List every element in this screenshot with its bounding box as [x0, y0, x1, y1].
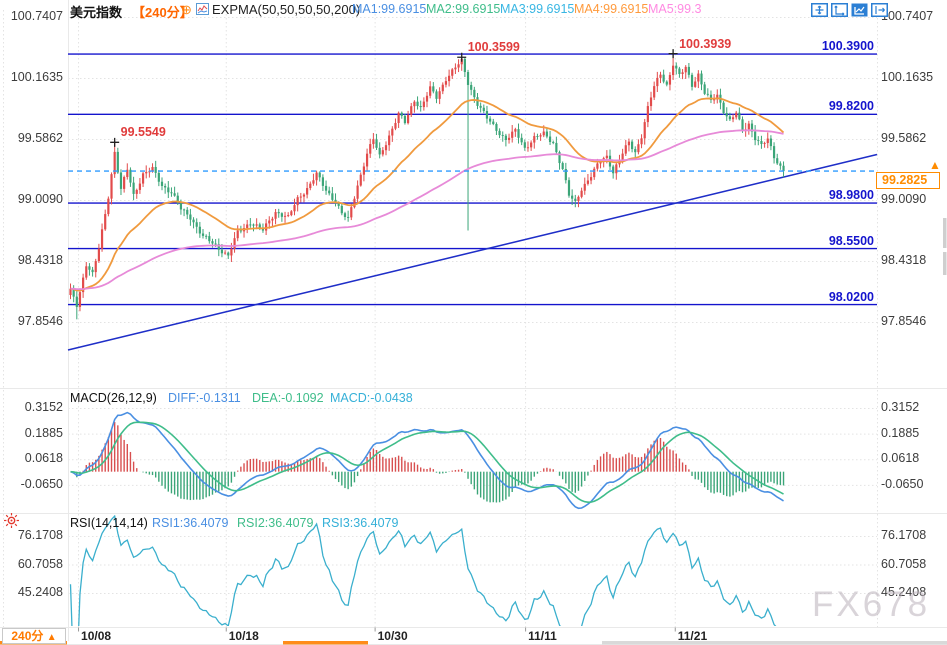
- ma3-value: MA3:99.6915: [500, 2, 575, 16]
- hot-indicator-icon[interactable]: [3, 512, 20, 529]
- interval-arrow-icon: ▲: [46, 632, 57, 643]
- macd-dea-value: DEA:-0.1092: [252, 391, 324, 405]
- ma1-value: MA1:99.6915: [352, 2, 427, 16]
- rsi1-value: RSI1:36.4079: [152, 516, 229, 530]
- rsi2-value: RSI2:36.4079: [237, 516, 314, 530]
- macd-title: MACD(26,12,9): [70, 391, 157, 405]
- interval-button[interactable]: 240分 ▲: [2, 628, 66, 644]
- fit-axes-icon[interactable]: [831, 3, 848, 17]
- ma5-value: MA5:99.3: [648, 2, 702, 16]
- ma2-value: MA2:99.6915: [426, 2, 501, 16]
- interval-button-label: 240分: [11, 629, 44, 643]
- ma4-value: MA4:99.6915: [574, 2, 649, 16]
- pan-right-icon[interactable]: [871, 3, 888, 17]
- macd-hist-value: MACD:-0.0438: [330, 391, 413, 405]
- add-indicator-icon[interactable]: ⊕: [181, 2, 192, 17]
- current-price-label: 99.2825: [876, 172, 940, 189]
- rsi3-value: RSI3:36.4079: [322, 516, 399, 530]
- watermark: FX678: [812, 585, 931, 624]
- expma-label: EXPMA(50,50,50,50,200): [212, 2, 361, 17]
- chart-mode-active-icon[interactable]: [851, 3, 868, 17]
- symbol-title: 美元指数: [70, 5, 123, 20]
- macd-diff-value: DIFF:-0.1311: [168, 391, 241, 405]
- rsi-title: RSI(14,14,14): [70, 516, 148, 530]
- move-crosshair-icon[interactable]: [811, 3, 828, 17]
- interval-tag: 【240分】: [132, 5, 193, 20]
- chart-type-icon[interactable]: [196, 3, 209, 18]
- price-up-arrow-icon: ▲: [929, 158, 941, 172]
